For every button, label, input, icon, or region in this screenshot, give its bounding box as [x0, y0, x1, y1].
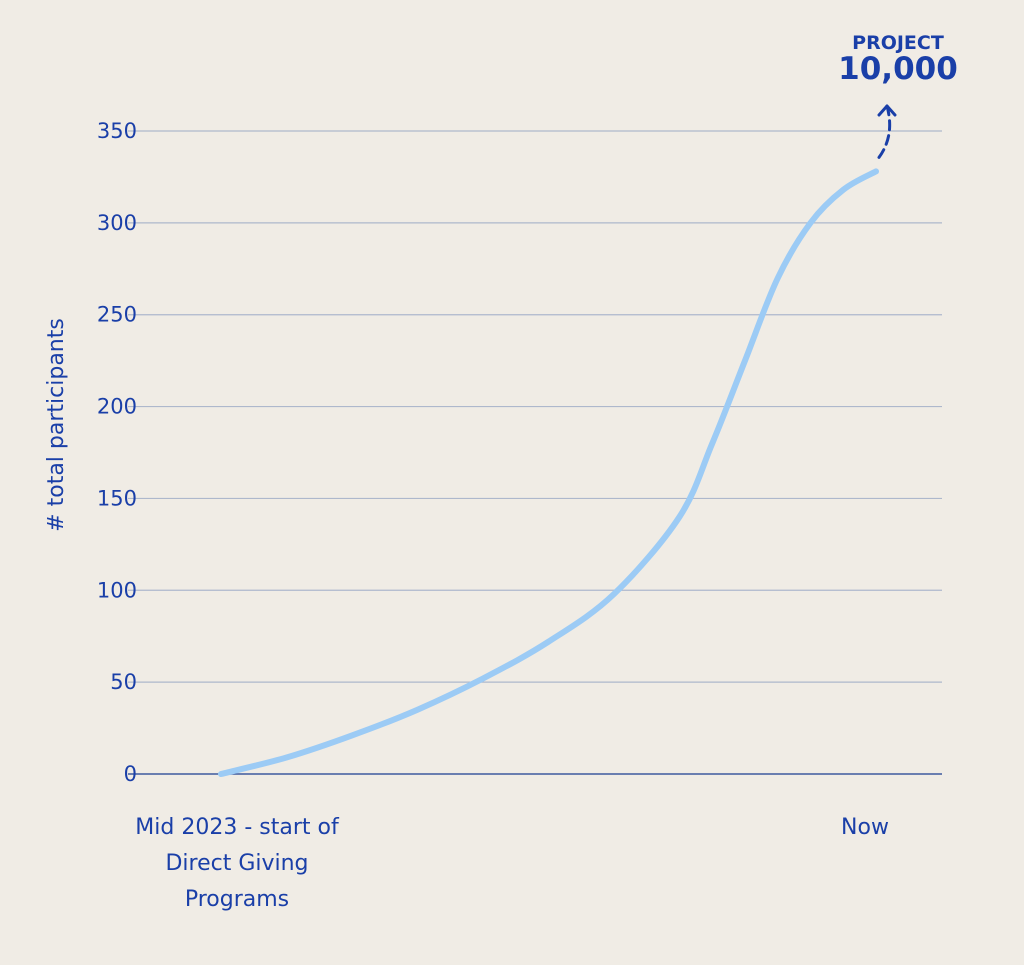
- y-tick-label: 350: [97, 119, 137, 143]
- y-tick-labels: 0 50 100 150 200 250 300 350: [97, 119, 137, 786]
- logo-line1: PROJECT: [852, 32, 944, 54]
- x-category-label: Programs: [185, 887, 289, 912]
- y-tick-label: 250: [97, 303, 137, 327]
- x-category-label: Direct Giving: [165, 851, 308, 876]
- grid-lines: [128, 130, 942, 775]
- arrow-head: [877, 104, 897, 117]
- y-tick-label: 100: [97, 578, 137, 602]
- dashed-arrow: [877, 104, 892, 159]
- y-axis-title: # total participants: [44, 318, 69, 532]
- y-tick-label: 0: [124, 762, 137, 786]
- y-tick-label: 300: [97, 211, 137, 235]
- x-category-labels: Mid 2023 - start of Direct Giving Programs…: [135, 815, 889, 912]
- project-10000-logo: PROJECT 10,000: [838, 32, 958, 87]
- series-line: [218, 168, 879, 777]
- x-category-label: Mid 2023 - start of: [135, 815, 340, 840]
- y-tick-label: 200: [97, 395, 137, 419]
- x-category-label: Now: [841, 815, 889, 840]
- logo-line2: 10,000: [838, 51, 958, 87]
- y-tick-label: 50: [110, 670, 137, 694]
- y-tick-label: 150: [97, 486, 137, 510]
